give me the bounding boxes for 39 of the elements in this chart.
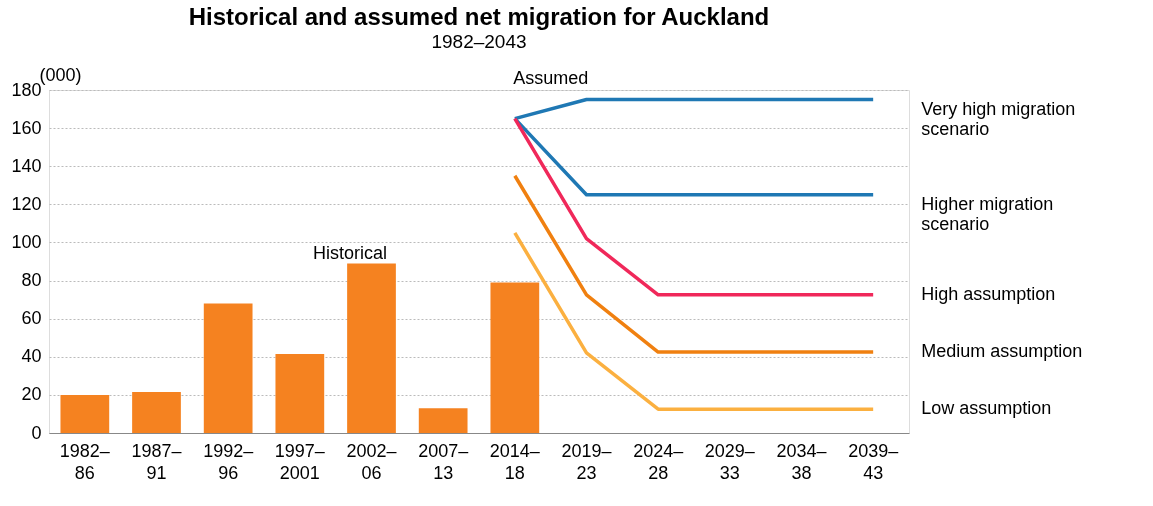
x-tick-label: 2019–23 — [561, 441, 612, 483]
x-tick-label: 2024–28 — [633, 441, 684, 483]
x-tick-label: 2039–43 — [848, 441, 899, 483]
chart-subtitle: 1982–2043 — [431, 31, 527, 52]
x-tick-label: 2002–06 — [346, 441, 397, 483]
x-tick-label: 1987–91 — [131, 441, 182, 483]
text: Medium assumption — [921, 341, 1083, 362]
chart-title: Historical and assumed net migration for Auckland — [188, 3, 770, 30]
text: Assumed — [513, 67, 589, 88]
text: High assumption — [921, 283, 1056, 304]
y-tick-label: 40 — [21, 346, 42, 367]
bar — [418, 408, 468, 433]
text: Very high migration scenario — [921, 98, 1076, 139]
bar — [60, 394, 110, 433]
y-tick-label: 160 — [11, 117, 42, 138]
bar — [275, 353, 325, 433]
x-tick-label: 2029–33 — [704, 441, 755, 483]
x-tick-label: 1997–2001 — [274, 441, 325, 483]
bar — [347, 263, 396, 433]
x-tick-label: 2007–13 — [418, 441, 469, 483]
y-axis-title: (000) — [39, 64, 82, 85]
bar — [132, 392, 181, 433]
text: Higher migration scenario — [921, 193, 1054, 234]
y-tick-label: 80 — [21, 270, 42, 291]
bar — [203, 303, 253, 433]
annotation: Historical — [312, 242, 388, 263]
y-tick-label: 140 — [11, 155, 42, 176]
bar — [490, 282, 540, 433]
y-tick-label: 0 — [31, 422, 42, 443]
x-tick-label: 2014–18 — [489, 441, 540, 483]
x-tick-label: 2034–38 — [776, 441, 827, 483]
y-tick-label: 20 — [21, 384, 42, 405]
x-tick-label: 1992–96 — [203, 441, 254, 483]
y-tick-label: 120 — [11, 193, 42, 214]
y-tick-label: 180 — [11, 79, 42, 100]
y-tick-label: 100 — [11, 231, 42, 252]
x-tick-label: 1982–86 — [59, 441, 110, 483]
text: Low assumption — [921, 398, 1052, 419]
y-tick-label: 60 — [21, 308, 42, 329]
